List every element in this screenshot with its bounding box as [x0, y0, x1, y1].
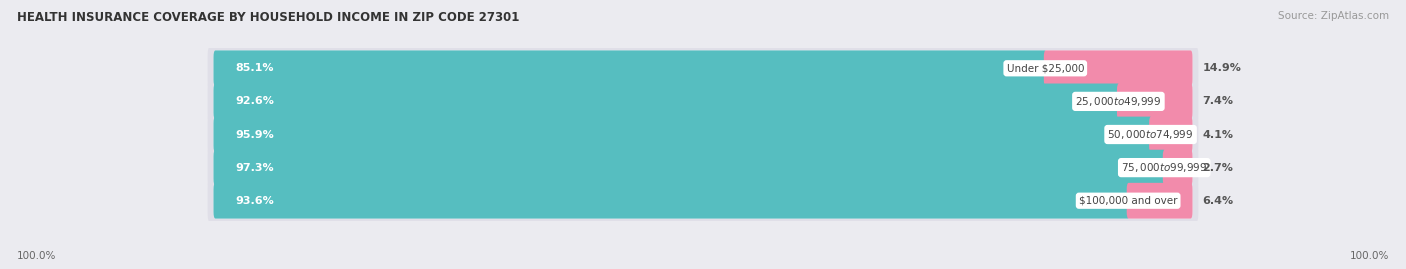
FancyBboxPatch shape	[214, 183, 1192, 219]
Text: 7.4%: 7.4%	[1202, 96, 1233, 107]
Text: 93.6%: 93.6%	[235, 196, 274, 206]
FancyBboxPatch shape	[1163, 150, 1192, 186]
Text: 2.7%: 2.7%	[1202, 162, 1233, 173]
Text: 85.1%: 85.1%	[235, 63, 273, 73]
FancyBboxPatch shape	[214, 183, 1129, 219]
FancyBboxPatch shape	[214, 83, 1119, 119]
FancyBboxPatch shape	[214, 117, 1152, 152]
FancyBboxPatch shape	[208, 79, 1198, 124]
FancyBboxPatch shape	[208, 46, 1198, 91]
Text: 92.6%: 92.6%	[235, 96, 274, 107]
FancyBboxPatch shape	[208, 112, 1198, 157]
FancyBboxPatch shape	[1116, 83, 1192, 119]
FancyBboxPatch shape	[208, 178, 1198, 223]
Text: $75,000 to $99,999: $75,000 to $99,999	[1121, 161, 1208, 174]
Text: $100,000 and over: $100,000 and over	[1078, 196, 1177, 206]
Text: Source: ZipAtlas.com: Source: ZipAtlas.com	[1278, 11, 1389, 21]
Text: 6.4%: 6.4%	[1202, 196, 1233, 206]
FancyBboxPatch shape	[214, 50, 1192, 86]
Text: $50,000 to $74,999: $50,000 to $74,999	[1108, 128, 1194, 141]
Text: 97.3%: 97.3%	[235, 162, 274, 173]
FancyBboxPatch shape	[214, 150, 1192, 186]
FancyBboxPatch shape	[1149, 117, 1192, 152]
Text: 4.1%: 4.1%	[1202, 129, 1233, 140]
Text: $25,000 to $49,999: $25,000 to $49,999	[1076, 95, 1161, 108]
FancyBboxPatch shape	[208, 145, 1198, 190]
FancyBboxPatch shape	[214, 117, 1192, 152]
FancyBboxPatch shape	[214, 150, 1166, 186]
FancyBboxPatch shape	[1126, 183, 1192, 219]
Text: 14.9%: 14.9%	[1202, 63, 1241, 73]
FancyBboxPatch shape	[214, 83, 1192, 119]
Text: Under $25,000: Under $25,000	[1007, 63, 1084, 73]
FancyBboxPatch shape	[214, 50, 1046, 86]
FancyBboxPatch shape	[1043, 50, 1192, 86]
Text: 100.0%: 100.0%	[1350, 251, 1389, 261]
Text: 100.0%: 100.0%	[17, 251, 56, 261]
Text: 95.9%: 95.9%	[235, 129, 274, 140]
Text: HEALTH INSURANCE COVERAGE BY HOUSEHOLD INCOME IN ZIP CODE 27301: HEALTH INSURANCE COVERAGE BY HOUSEHOLD I…	[17, 11, 519, 24]
